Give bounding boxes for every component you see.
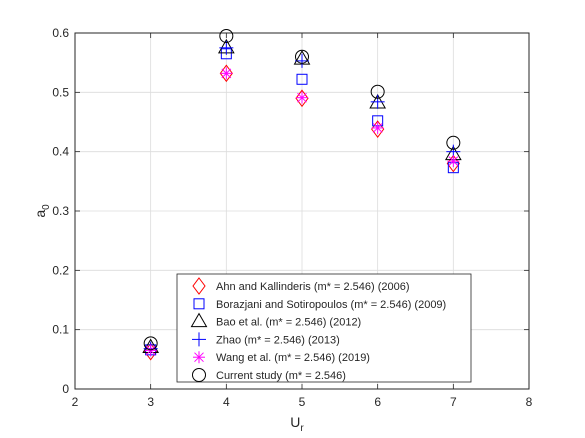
data-point-series-4	[447, 155, 460, 168]
data-point-series-1	[296, 73, 308, 85]
data-point-series-0	[371, 120, 385, 138]
data-point-series-4	[220, 67, 233, 80]
x-tick-label: 7	[450, 395, 457, 409]
y-tick-label: 0.1	[52, 323, 69, 337]
legend-marker-series-1	[193, 298, 205, 310]
legend-entry-label: Zhao (m* = 2.546) (2013)	[216, 334, 340, 346]
legend-marker-series-2	[190, 312, 208, 328]
y-axis-label-subscript: 0	[41, 204, 52, 210]
y-tick-label: 0.5	[52, 85, 69, 99]
data-markers	[142, 28, 462, 361]
data-point-series-5	[446, 135, 461, 150]
legend-marker-series-0	[192, 277, 206, 295]
data-point-series-4	[144, 344, 157, 357]
x-tick-label: 5	[299, 395, 306, 409]
x-tick-label: 8	[526, 395, 533, 409]
x-tick-label: 4	[223, 395, 230, 409]
y-tick-label: 0.3	[52, 204, 69, 218]
data-point-series-5	[219, 28, 234, 43]
legend-entry-label: Borazjani and Sotiropoulos (m* = 2.546) …	[216, 299, 446, 311]
data-point-series-0	[295, 89, 309, 108]
data-point-series-4	[371, 121, 384, 134]
legend-marker-series-4	[193, 351, 205, 364]
legend-entry-label: Ahn and Kallinderis (m* = 2.546) (2006)	[216, 281, 410, 293]
data-point-series-5	[295, 49, 309, 64]
axis-ticks: 2 3 4 5 6 7 8 0 0.1 0.2 0.3 0.4 0.5 0.6	[52, 26, 532, 409]
data-point-series-3	[219, 40, 234, 55]
data-point-series-3	[370, 94, 385, 109]
x-axis-label-subscript: r	[300, 423, 304, 434]
y-tick-label: 0.2	[52, 263, 69, 277]
legend-box	[176, 273, 472, 383]
data-point-series-0	[219, 64, 233, 83]
data-point-series-4	[296, 91, 308, 104]
legend-marker-series-3	[192, 332, 206, 347]
legend-entry-label: Bao et al. (m* = 2.546) (2012)	[216, 317, 361, 329]
data-point-series-5	[370, 84, 385, 99]
y-tick-label: 0.6	[52, 26, 69, 40]
y-tick-label: 0.4	[52, 145, 69, 159]
y-tick-label: 0	[62, 382, 69, 396]
data-point-series-5	[143, 336, 158, 351]
legend-entry-label: Current study (m* = 2.546)	[216, 370, 346, 382]
y-axis-label: a0	[32, 204, 52, 218]
x-axis-label: Ur	[290, 414, 304, 434]
legend-entry-label: Wang et al. (m* = 2.546) (2019)	[216, 352, 370, 364]
x-tick-label: 2	[72, 395, 79, 409]
legend-marker-series-5	[192, 368, 206, 382]
legend: Ahn and Kallinderis (m* = 2.546) (2006) B…	[176, 273, 472, 383]
x-tick-label: 6	[374, 395, 381, 409]
x-tick-label: 3	[147, 395, 154, 409]
